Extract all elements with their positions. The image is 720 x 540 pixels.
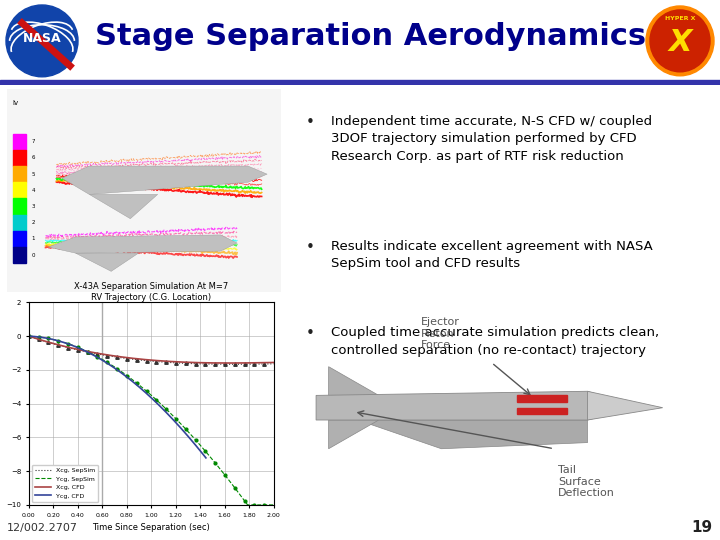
Xcg, CFD (264, 359, 273, 366)
Bar (13, 183, 27, 198)
Text: Iv: Iv (12, 100, 19, 106)
Text: Coupled time accurate simulation predicts clean,
controlled separation (no re-co: Coupled time accurate simulation predict… (331, 326, 660, 356)
Xcg, SepSim (24, 333, 33, 340)
Ycg, SepSim (269, 502, 278, 508)
Xcg, SepSim (140, 357, 149, 364)
Text: Stage Separation Aerodynamics: Stage Separation Aerodynamics (95, 22, 646, 51)
Polygon shape (328, 420, 379, 449)
Text: 5: 5 (32, 172, 35, 177)
Text: Ejector
Piston
Force: Ejector Piston Force (420, 317, 459, 350)
Circle shape (6, 5, 78, 77)
Xcg, CFD (24, 333, 33, 340)
Ycg, CFD (156, 404, 165, 410)
Ycg, CFD (24, 333, 33, 340)
Polygon shape (358, 420, 588, 449)
Ycg, CFD (152, 400, 161, 406)
Bar (0, 80, 720, 85)
Polygon shape (62, 166, 267, 194)
Text: 4: 4 (32, 188, 35, 193)
Ycg, SepSim (243, 502, 252, 508)
Ycg, SepSim (24, 333, 33, 340)
Polygon shape (48, 235, 237, 253)
Text: •: • (305, 240, 314, 255)
Xcg, CFD (140, 356, 149, 363)
Text: 6: 6 (32, 156, 35, 160)
Xcg, CFD (269, 359, 278, 366)
Bar (516, 395, 567, 402)
Ycg, CFD (178, 427, 186, 433)
Xcg, SepSim (225, 361, 234, 368)
Xcg, SepSim (228, 361, 237, 368)
Xcg, CFD (225, 360, 234, 366)
Text: 12/002.2707: 12/002.2707 (7, 523, 78, 533)
Ycg, SepSim (143, 388, 151, 394)
Bar (13, 231, 27, 247)
Text: Independent time accurate, N-S CFD w/ coupled
3DOF trajectory simulation perform: Independent time accurate, N-S CFD w/ co… (331, 115, 652, 163)
X-axis label: Time Since Separation (sec): Time Since Separation (sec) (92, 523, 210, 532)
Bar (516, 408, 567, 414)
Xcg, SepSim (264, 361, 273, 367)
Bar (13, 215, 27, 231)
Polygon shape (76, 253, 138, 271)
Xcg, CFD (170, 359, 179, 365)
Text: NASA: NASA (23, 32, 61, 45)
Text: 1: 1 (32, 237, 35, 241)
Ycg, SepSim (264, 502, 273, 508)
Bar (13, 166, 27, 183)
Bar (13, 247, 27, 263)
Ycg, SepSim (225, 477, 234, 484)
Polygon shape (588, 392, 662, 420)
Ellipse shape (650, 10, 710, 72)
Line: Ycg, CFD: Ycg, CFD (29, 336, 206, 458)
Text: 19: 19 (692, 521, 713, 535)
Text: 0: 0 (32, 253, 35, 258)
Y-axis label: Xcg (m), Ycg (m): Xcg (m), Ycg (m) (0, 368, 1, 439)
Ycg, CFD (116, 369, 125, 375)
Xcg, SepSim (143, 357, 151, 364)
Ycg, CFD (156, 403, 164, 409)
Bar (13, 134, 27, 150)
Xcg, CFD (225, 360, 234, 366)
Text: 7: 7 (32, 139, 35, 144)
Title: X-43A Separation Simulation At M=7
RV Trajectory (C.G. Location): X-43A Separation Simulation At M=7 RV Tr… (74, 282, 228, 302)
Line: Ycg, SepSim: Ycg, SepSim (29, 336, 274, 505)
Text: Results indicate excellent agreement with NASA
SepSim tool and CFD results: Results indicate excellent agreement wit… (331, 240, 653, 271)
Text: 3: 3 (32, 204, 35, 209)
Ycg, SepSim (157, 401, 166, 408)
Xcg, CFD (143, 356, 151, 363)
Ycg, CFD (202, 455, 210, 461)
Xcg, SepSim (157, 359, 166, 365)
Xcg, SepSim (170, 360, 179, 366)
Text: HYPER X: HYPER X (665, 16, 696, 22)
Text: •: • (305, 115, 314, 130)
Line: Xcg, CFD: Xcg, CFD (29, 336, 274, 363)
Ycg, CFD (86, 350, 94, 356)
Xcg, SepSim (269, 361, 278, 367)
Text: 2: 2 (32, 220, 35, 225)
Text: •: • (305, 326, 314, 341)
Polygon shape (316, 392, 638, 420)
Polygon shape (89, 194, 158, 219)
Bar (13, 150, 27, 166)
Text: X: X (668, 29, 692, 57)
Ycg, SepSim (170, 414, 179, 421)
Xcg, CFD (157, 357, 166, 364)
Ellipse shape (646, 6, 714, 76)
Text: Tail
Surface
Deflection: Tail Surface Deflection (558, 465, 615, 498)
Line: Xcg, SepSim: Xcg, SepSim (29, 336, 274, 364)
Legend: Xcg, SepSim, Ycg, SepSim, Xcg, CFD, Ycg, CFD: Xcg, SepSim, Ycg, SepSim, Xcg, CFD, Ycg,… (32, 464, 98, 502)
Bar (13, 198, 27, 214)
Polygon shape (328, 367, 379, 395)
Ycg, SepSim (140, 387, 149, 393)
